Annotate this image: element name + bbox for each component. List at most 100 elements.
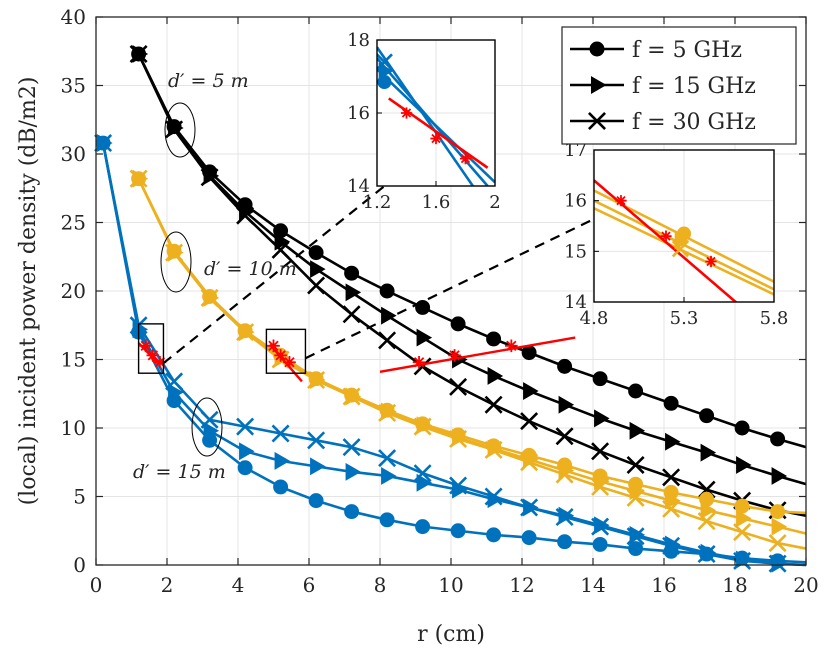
y-tick-label-6: 30	[61, 142, 86, 166]
inset-b-xtick-label-2: 5.8	[760, 308, 789, 329]
zoom-box-1	[265, 328, 307, 374]
legend-label-0: f = 5 GHz	[632, 38, 742, 63]
data-point-2-1-3	[203, 421, 220, 440]
data-point-1-2-6	[342, 387, 361, 406]
y-tick-label-7: 35	[61, 74, 86, 98]
data-point-2-0-13	[557, 534, 573, 550]
series-group-0	[129, 44, 807, 520]
data-point-2-2-15	[626, 527, 645, 546]
data-point-0-2-10	[484, 395, 503, 414]
inset-a-ytick-label-0: 14	[347, 176, 370, 197]
data-point-0-2-12	[555, 427, 574, 446]
data-point-1-2-11	[520, 453, 539, 472]
data-point-2-0-11	[486, 527, 502, 543]
zoom-connector-1	[304, 219, 593, 360]
zoom-indicators	[137, 175, 593, 374]
data-point-2-2-7	[342, 438, 361, 457]
legend: f = 5 GHz f = 15 GHz f = 30 GHz	[561, 26, 797, 145]
data-point-0-2-9	[449, 377, 468, 396]
data-point-2-1-4	[239, 442, 255, 461]
inset-b: 4.8 5.3 5.8 14 15 16 17	[564, 140, 788, 329]
inset-a-xtick-label-1: 1.6	[422, 192, 451, 213]
data-point-2-2-10	[449, 476, 468, 495]
inset-a-marker-4	[430, 132, 442, 145]
inset-b-marker-1	[674, 232, 690, 250]
data-point-0-1-6	[345, 283, 362, 302]
data-point-1-2-0	[129, 169, 148, 188]
legend-marker-2	[588, 112, 606, 130]
fit-point-0-2	[153, 355, 167, 369]
data-point-1-2-14	[626, 488, 645, 507]
data-point-1-2-17	[733, 523, 752, 542]
annotation-label-d10: d′ = 10 m	[204, 258, 297, 280]
data-point-1-2-5	[307, 371, 326, 390]
data-point-1-2-7	[378, 403, 397, 422]
data-point-0-0-18	[770, 431, 786, 447]
data-point-1-2-10	[484, 440, 503, 459]
data-point-2-0-4	[237, 460, 253, 476]
fit-point-2-0	[412, 355, 426, 369]
fit-point-0-1	[146, 349, 160, 362]
inset-b-xtick-label-0: 4.8	[580, 308, 609, 329]
data-point-2-2-3	[200, 410, 219, 429]
data-point-0-0-9	[450, 316, 466, 332]
x-tick-label-6: 12	[509, 573, 534, 597]
data-point-0-0-11	[521, 345, 537, 361]
data-point-0-2-1	[165, 120, 184, 139]
data-point-0-2-6	[342, 305, 361, 324]
data-point-1-2-1	[165, 243, 184, 262]
data-point-0-1-13	[594, 409, 610, 428]
data-point-2-0-15	[628, 541, 644, 557]
data-point-2-2-17	[697, 545, 716, 564]
data-point-2-0-14	[592, 536, 608, 552]
data-point-0-1-15	[665, 432, 681, 451]
data-point-2-1-2	[168, 383, 184, 402]
data-point-1-2-9	[449, 429, 468, 448]
inset-a-line-3	[388, 97, 489, 169]
inset-a: 1.2 1.6 2 14 16 18	[347, 30, 501, 213]
data-point-1-2-15	[662, 499, 681, 518]
inset-b-marker-5	[705, 255, 717, 268]
data-point-2-2-6	[307, 431, 326, 450]
data-point-0-2-5	[307, 276, 326, 295]
data-point-2-0-10	[450, 523, 466, 539]
data-point-0-2-3	[236, 206, 255, 225]
inset-a-line-2	[377, 68, 495, 184]
x-tick-label-4: 8	[374, 573, 387, 597]
inset-b-content	[594, 179, 774, 302]
data-point-1-2-16	[697, 512, 716, 531]
inset-b-marker-4	[660, 230, 672, 242]
data-point-2-2-8	[378, 449, 397, 468]
x-tick-label-1: 2	[161, 573, 174, 597]
legend-marker-1	[590, 76, 607, 94]
inset-b-ytick-label-2: 16	[564, 191, 587, 212]
data-point-1-2-2	[200, 288, 219, 307]
data-point-1-0-18	[770, 504, 786, 520]
data-point-2-2-19	[768, 554, 787, 573]
y-tick-label-4: 20	[61, 279, 86, 303]
data-point-2-2-0	[94, 134, 113, 153]
data-point-0-1-8	[416, 328, 433, 347]
data-point-0-1-11	[523, 382, 539, 400]
data-point-0-2-14	[626, 455, 645, 474]
y-tick-label-8: 40	[61, 5, 86, 29]
x-tick-label-2: 4	[232, 573, 245, 597]
data-point-2-0-6	[308, 493, 324, 509]
fit-point-0-0	[139, 339, 152, 353]
annotation-ellipse-d15	[191, 397, 223, 457]
y-tick-label-5: 25	[61, 211, 86, 235]
data-point-0-1-12	[558, 395, 575, 414]
data-point-0-2-0	[129, 44, 148, 63]
data-point-0-1-10	[487, 367, 504, 385]
data-point-0-0-10	[486, 331, 502, 347]
data-point-2-1-7	[345, 462, 362, 481]
fit-line-0	[137, 342, 161, 366]
series-layer	[94, 44, 807, 573]
annotations: d′ = 5 m d′ = 10 m d′ = 15 m	[133, 70, 297, 483]
insets: 1.2 1.6 2 14 16 18 4.8 5.3 5.8 14 15 16 17	[347, 30, 788, 329]
data-point-1-1-18	[771, 517, 788, 536]
inset-a-xtick-label-0: 1.2	[363, 192, 392, 213]
data-point-0-1-18	[771, 467, 788, 485]
data-point-2-2-14	[591, 517, 610, 536]
